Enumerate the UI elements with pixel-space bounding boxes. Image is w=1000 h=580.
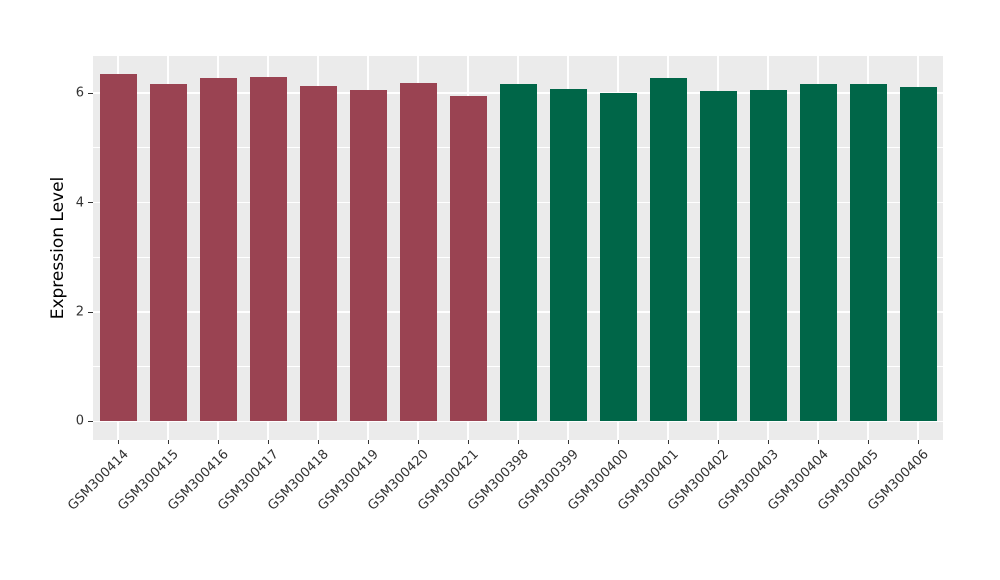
x-tick-GSM300414 [117, 440, 119, 444]
x-tick-GSM300401 [667, 440, 669, 444]
x-tick-GSM300416 [217, 440, 219, 444]
y-tick-0 [88, 420, 93, 422]
y-tick-6 [88, 92, 93, 94]
x-tick-GSM300406 [917, 440, 919, 444]
y-tick-label-6: 6 [75, 85, 84, 101]
bar-GSM300406 [899, 86, 937, 422]
bar-GSM300418 [299, 85, 337, 422]
x-tick-GSM300420 [417, 440, 419, 444]
x-tick-GSM300419 [367, 440, 369, 444]
x-tick-GSM300418 [317, 440, 319, 444]
bar-GSM300403 [749, 89, 787, 422]
y-tick-label-4: 4 [75, 195, 84, 211]
plot-panel [93, 56, 943, 440]
y-tick-4 [88, 202, 93, 204]
x-tick-GSM300402 [717, 440, 719, 444]
x-tick-GSM300404 [817, 440, 819, 444]
x-tick-GSM300398 [517, 440, 519, 444]
x-tick-GSM300399 [567, 440, 569, 444]
y-tick-label-2: 2 [75, 304, 84, 320]
y-tick-label-0: 0 [75, 413, 84, 429]
x-tick-GSM300403 [767, 440, 769, 444]
x-tick-GSM300405 [867, 440, 869, 444]
bar-GSM300415 [149, 83, 187, 422]
bar-GSM300416 [199, 78, 237, 422]
bar-GSM300405 [849, 83, 887, 422]
bar-GSM300420 [399, 82, 437, 422]
x-tick-GSM300400 [617, 440, 619, 444]
bar-GSM300401 [649, 78, 687, 422]
bar-GSM300414 [99, 73, 137, 422]
bar-GSM300419 [349, 90, 387, 422]
x-tick-GSM300417 [267, 440, 269, 444]
bar-GSM300421 [449, 96, 487, 422]
bar-GSM300402 [699, 91, 737, 422]
bar-GSM300398 [499, 84, 537, 422]
x-tick-GSM300421 [467, 440, 469, 444]
bar-GSM300404 [799, 84, 837, 422]
y-tick-2 [88, 311, 93, 313]
bar-GSM300417 [249, 77, 287, 422]
x-tick-GSM300415 [167, 440, 169, 444]
bar-GSM300399 [549, 88, 587, 422]
bar-GSM300400 [599, 92, 637, 422]
